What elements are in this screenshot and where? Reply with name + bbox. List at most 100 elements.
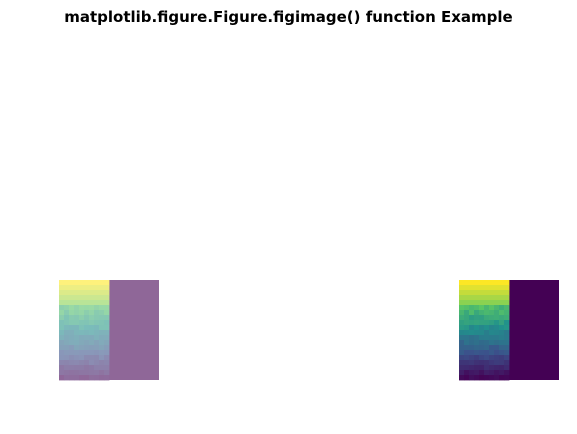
figimage-1-cell <box>84 310 90 316</box>
figimage-1-cell <box>59 330 65 336</box>
figimage-2-cell <box>504 300 510 306</box>
figimage-1-cell <box>104 360 110 366</box>
figimage-1-cell <box>94 325 100 331</box>
figimage-2-cell <box>499 350 505 356</box>
figimage-2-cell <box>489 305 495 311</box>
figimage-1-cell <box>69 300 75 306</box>
figimage-1-cell <box>74 365 80 371</box>
figimage-2-cell <box>489 330 495 336</box>
figimage-1-cell <box>79 355 85 361</box>
figimage-1-cell <box>104 340 110 346</box>
figimage-1-cell <box>94 375 100 381</box>
figimage-1-cell <box>94 360 100 366</box>
figimage-1-right-half <box>109 280 159 380</box>
figimage-1-cell <box>69 310 75 316</box>
figimage-1-cell <box>79 280 85 286</box>
figimage-1-cell <box>79 365 85 371</box>
figimage-1-cell <box>89 375 95 381</box>
figimage-2-cell <box>494 295 500 301</box>
figimage-2-cell <box>494 325 500 331</box>
figimage-2-cell <box>499 365 505 371</box>
figimage-2-cell <box>479 375 485 381</box>
figimage-1-cell <box>74 370 80 376</box>
figimage-1-cell <box>59 295 65 301</box>
figimage-1-cell <box>69 290 75 296</box>
figimage-2-cell <box>489 300 495 306</box>
figimage-1-cell <box>99 335 105 341</box>
figimage-1-cell <box>64 340 70 346</box>
figimage-2-cell <box>464 330 470 336</box>
figimage-1-cell <box>74 360 80 366</box>
figimage-1-cell <box>104 325 110 331</box>
figimage-1-cell <box>89 295 95 301</box>
figimage-2-cell <box>459 300 465 306</box>
figimage-2-right-half <box>509 280 559 380</box>
figimage-1-cell <box>94 300 100 306</box>
figimage-2-cell <box>504 320 510 326</box>
figimage-1-cell <box>79 330 85 336</box>
figimage-1-cell <box>59 315 65 321</box>
figimage-1-cell <box>94 335 100 341</box>
figimage-1-cell <box>74 335 80 341</box>
figimage-1-cell <box>84 365 90 371</box>
figimage-1-cell <box>104 285 110 291</box>
figimage-2-cell <box>469 365 475 371</box>
figimage-1-cell <box>99 330 105 336</box>
figimage-2-cell <box>474 330 480 336</box>
figimage-1-cell <box>89 360 95 366</box>
figimage-2-cell <box>504 355 510 361</box>
figimage-2-cell <box>464 375 470 381</box>
figimage-1-cell <box>69 350 75 356</box>
figimage-2-cell <box>464 335 470 341</box>
figimage-1-cell <box>64 355 70 361</box>
figimage-2-cell <box>479 350 485 356</box>
figimage-2-cell <box>459 360 465 366</box>
figimage-1-cell <box>79 305 85 311</box>
figimage-2-cell <box>494 290 500 296</box>
figimage-2-cell <box>484 375 490 381</box>
figimage-1-cell <box>84 295 90 301</box>
figimage-1-cell <box>59 320 65 326</box>
figimage-2-cell <box>504 365 510 371</box>
figimage-2-cell <box>479 320 485 326</box>
figimage-2-cell <box>469 315 475 321</box>
figimage-1-cell <box>89 290 95 296</box>
figimage-2-cell <box>479 335 485 341</box>
figimage-2-cell <box>459 375 465 381</box>
figimage-1-cell <box>79 310 85 316</box>
figimage-2-cell <box>499 325 505 331</box>
figimage-1-cell <box>74 375 80 381</box>
figimage-1-cell <box>89 345 95 351</box>
figimage-2-cell <box>474 300 480 306</box>
figimage-2-cell <box>479 355 485 361</box>
figimage-2-cell <box>474 305 480 311</box>
figimage-1-cell <box>94 355 100 361</box>
figimage-2-cell <box>484 290 490 296</box>
figimage-2-cell <box>494 280 500 286</box>
figimage-1-cell <box>74 320 80 326</box>
figimage-1-cell <box>69 320 75 326</box>
figimage-1-cell <box>69 360 75 366</box>
figimage-1-cell <box>94 320 100 326</box>
figimage-2-cell <box>484 315 490 321</box>
figimage-1-cell <box>74 300 80 306</box>
figimage-2-cell <box>479 330 485 336</box>
figimage-2-cell <box>489 285 495 291</box>
figimage-2-cell <box>469 320 475 326</box>
figimage-2-cell <box>504 315 510 321</box>
figimage-2-cell <box>489 325 495 331</box>
figimage-2-cell <box>489 355 495 361</box>
figimage-2-cell <box>489 340 495 346</box>
figimage-2-cell <box>469 370 475 376</box>
figimage-1-cell <box>59 375 65 381</box>
figimage-2-cell <box>499 290 505 296</box>
figimage-1-cell <box>69 285 75 291</box>
figimage-1-cell <box>59 335 65 341</box>
figimage-2-cell <box>464 360 470 366</box>
figimage-1-cell <box>84 350 90 356</box>
figimage-1-cell <box>79 300 85 306</box>
figimage-1-cell <box>99 310 105 316</box>
figimage-1-cell <box>104 370 110 376</box>
figimage-1-cell <box>89 300 95 306</box>
